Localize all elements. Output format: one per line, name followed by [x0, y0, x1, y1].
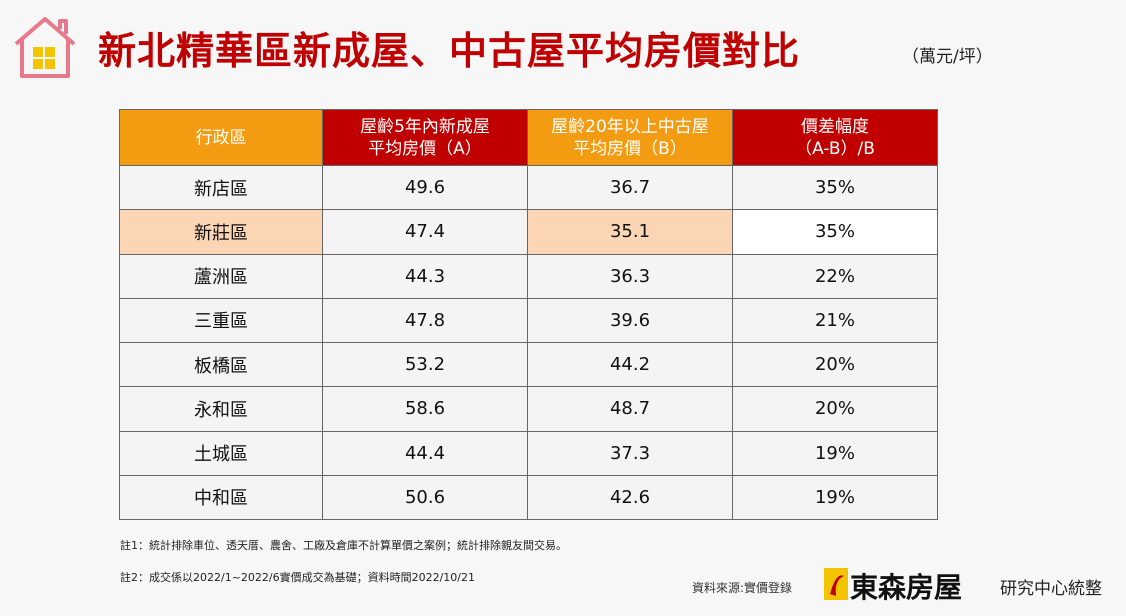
header-line: 屋齡20年以上中古屋 [551, 116, 709, 137]
table-cell: 49.6 [323, 166, 528, 211]
table-cell: 中和區 [119, 475, 323, 520]
table-cell: 35% [733, 210, 938, 255]
table-cell: 44.3 [323, 254, 528, 299]
table-cell: 三重區 [119, 298, 323, 343]
table-row: 永和區 58.6 48.7 20% [119, 387, 938, 432]
table-cell: 50.6 [323, 475, 528, 520]
table-row: 板橋區 53.2 44.2 20% [119, 343, 938, 388]
note: 註1：統計排除車位、透天厝、農舍、工廠及倉庫不計算單價之案例；統計排除親友間交易… [120, 539, 567, 552]
house-icon [14, 17, 76, 78]
header-cell: 屋齡20年以上中古屋 平均房價（B） [528, 109, 733, 166]
table-row: 三重區 47.8 39.6 21% [119, 298, 938, 343]
table-cell: 48.7 [528, 387, 733, 432]
table-cell: 44.2 [528, 343, 733, 388]
unit: （萬元/坪） [902, 47, 993, 67]
table-cell: 35% [733, 166, 938, 211]
table-cell: 新店區 [119, 166, 323, 211]
header-line: 屋齡5年內新成屋 [360, 116, 490, 137]
table-row: 蘆洲區 44.3 36.3 22% [119, 254, 938, 299]
table-row: 新莊區 47.4 35.1 35% [119, 210, 938, 255]
table: 行政區 屋齡5年內新成屋 平均房價（A） 屋齡20年以上中古屋 平均房價（B） 價差幅度（… [119, 109, 938, 520]
header-cell: 行政區 [119, 109, 323, 166]
table-cell: 20% [733, 343, 938, 388]
header-cell: 屋齡5年內新成屋 平均房價（A） [323, 109, 528, 166]
table-cell: 39.6 [528, 298, 733, 343]
table-cell: 20% [733, 387, 938, 432]
table-cell: 19% [733, 475, 938, 520]
brand: 東森房屋 [850, 571, 963, 604]
table-cell: 19% [733, 431, 938, 476]
table-cell: 42.6 [528, 475, 733, 520]
table-cell: 37.3 [528, 431, 733, 476]
brand-logo [824, 568, 848, 600]
header-line: 行政區 [195, 127, 247, 148]
title: 新北精華區新成屋、中古屋平均房價對比 [98, 29, 801, 73]
header-line: （A-B）/B [795, 138, 875, 159]
table-cell: 土城區 [119, 431, 323, 476]
table-cell: 板橋區 [119, 343, 323, 388]
header-line: 平均房價（B） [573, 138, 687, 159]
table-cell: 21% [733, 298, 938, 343]
header-line: 平均房價（A） [368, 138, 482, 159]
table-cell: 蘆洲區 [119, 254, 323, 299]
header-row: 行政區 屋齡5年內新成屋 平均房價（A） 屋齡20年以上中古屋 平均房價（B） 價差幅度（… [119, 109, 938, 166]
table-cell: 53.2 [323, 343, 528, 388]
table-row: 中和區 50.6 42.6 19% [119, 475, 938, 520]
brand-suffix: 研究中心統整 [1000, 579, 1102, 599]
header-line: 價差幅度 [801, 116, 869, 137]
table-row: 土城區 44.4 37.3 19% [119, 431, 938, 476]
table-row: 新店區 49.6 36.7 35% [119, 166, 938, 211]
table-cell: 35.1 [528, 210, 733, 255]
note: 註2：成交係以2022/1~2022/6實價成交為基礎；資料時間2022/10/… [120, 571, 476, 584]
table-cell: 36.7 [528, 166, 733, 211]
table-cell: 永和區 [119, 387, 323, 432]
table-cell: 44.4 [323, 431, 528, 476]
table-cell: 47.4 [323, 210, 528, 255]
table-cell: 47.8 [323, 298, 528, 343]
table-cell: 36.3 [528, 254, 733, 299]
table-cell: 22% [733, 254, 938, 299]
header-cell: 價差幅度 （A-B）/B [733, 109, 938, 166]
source: 資料來源:實價登錄 [692, 581, 793, 595]
table-cell: 58.6 [323, 387, 528, 432]
table-cell: 新莊區 [119, 210, 323, 255]
